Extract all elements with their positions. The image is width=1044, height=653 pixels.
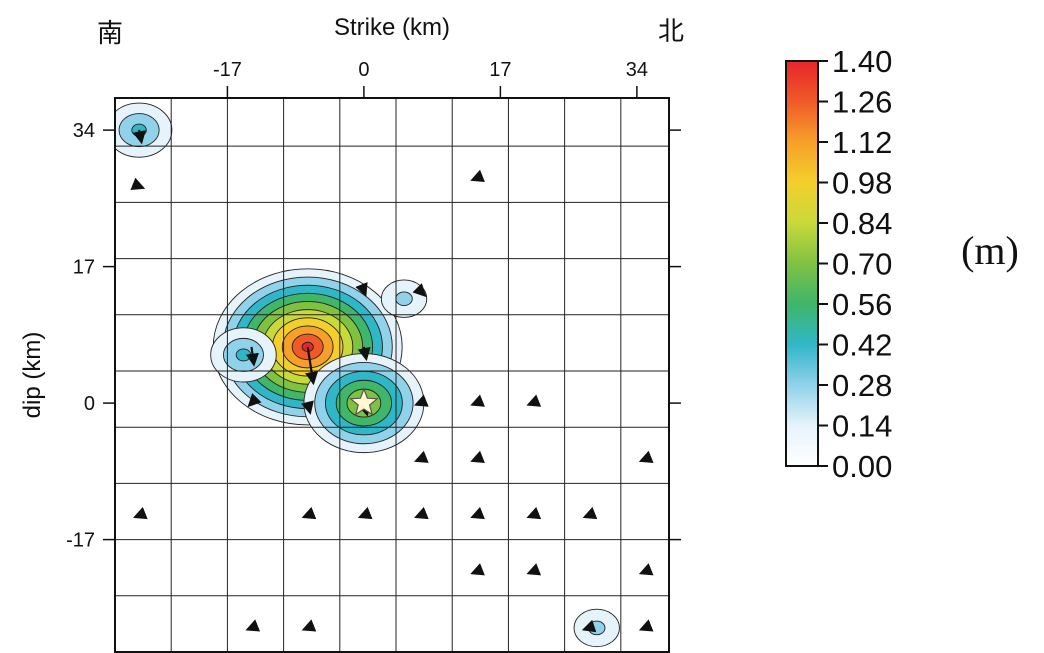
- slip-vector-arrow: [245, 619, 261, 632]
- colorbar-tick-label: 0.00: [832, 449, 892, 484]
- y-axis-ticks: 34 17 0 -17: [66, 120, 681, 552]
- slip-vector-arrow: [301, 400, 314, 415]
- x-axis-ticks: -17 0 17 34: [213, 59, 648, 98]
- x-tick-label: 0: [358, 59, 369, 81]
- colorbar-tick-label: 1.26: [832, 85, 892, 120]
- colorbar-tick-label: 0.42: [832, 328, 892, 363]
- x-axis-label: Strike (km): [334, 14, 450, 41]
- slip-vector-arrow: [414, 506, 429, 520]
- colorbar-unit-label: (m): [961, 228, 1019, 273]
- slip-vector-arrow: [414, 450, 429, 463]
- slip-vector-arrow: [301, 506, 317, 520]
- slip-vector-arrow: [130, 177, 146, 190]
- slip-vector-arrow: [581, 619, 597, 633]
- colorbar-tick-label: 0.98: [832, 166, 892, 201]
- slip-contour: [588, 620, 606, 636]
- colorbar-tick-label: 0.56: [832, 287, 892, 322]
- slip-vector-arrow: [132, 129, 146, 145]
- slip-vector-arrow: [247, 393, 262, 408]
- colorbar-tick-label: 0.14: [832, 409, 892, 444]
- slip-patch: [380, 279, 428, 318]
- slip-contour: [395, 291, 413, 306]
- slip-vector-arrow: [470, 394, 485, 407]
- y-tick-label: 0: [84, 393, 95, 415]
- slip-vector-arrow: [526, 506, 542, 520]
- slip-vector-arrow: [414, 394, 429, 407]
- slip-vector-arrow: [412, 283, 427, 298]
- slip-vector-arrow: [470, 506, 485, 520]
- slip-vector-arrow: [357, 506, 373, 520]
- hypocenter-star: [349, 387, 379, 416]
- slip-vector-arrow: [638, 619, 654, 632]
- colorbar: 1.40 1.26 1.12 0.98 0.84 0.70 0.56 0.42 0.28 0.14…: [785, 44, 1019, 484]
- south-corner-label: 南: [97, 18, 123, 48]
- slip-patch: [210, 327, 277, 383]
- slip-vector-arrow: [245, 346, 259, 367]
- slip-vector-arrow: [133, 506, 148, 520]
- slip-vector-arrow: [357, 346, 371, 362]
- slip-vector-arrow: [470, 169, 485, 182]
- slip-vector-arrow: [526, 394, 542, 407]
- plot-grid: [115, 98, 669, 652]
- colorbar-tick-label: 1.12: [832, 125, 892, 160]
- y-tick-label: 17: [73, 257, 95, 279]
- colorbar-tick-label: 0.28: [832, 368, 892, 403]
- x-tick-label: -17: [213, 59, 242, 81]
- slip-vector-arrow: [301, 619, 317, 632]
- slip-contour: [235, 348, 252, 362]
- colorbar-ticks: 1.40 1.26 1.12 0.98 0.84 0.70 0.56 0.42 0.28 0.14…: [818, 44, 892, 484]
- north-corner-label: 北: [658, 16, 684, 46]
- hypocenter-star-icon: [349, 387, 379, 416]
- plot-frame: [114, 97, 670, 653]
- x-tick-label: 17: [489, 59, 511, 81]
- x-tick-label: 34: [626, 59, 648, 81]
- slip-patch: [573, 608, 620, 648]
- slip-vector-arrow: [582, 506, 598, 520]
- slip-vector-arrow: [470, 450, 485, 463]
- colorbar-tick-label: 1.40: [832, 44, 892, 79]
- slip-vector-arrow: [638, 563, 654, 576]
- slip-vector-arrow: [305, 346, 319, 386]
- slip-vector-arrow: [526, 563, 542, 576]
- colorbar-tick-label: 0.84: [832, 206, 892, 241]
- y-tick-label: 34: [73, 120, 95, 142]
- slip-vector-arrow: [470, 563, 485, 576]
- y-axis-label: dip (km): [19, 332, 46, 419]
- slip-vector-arrow: [355, 282, 368, 297]
- slip-vector-arrow: [638, 450, 654, 463]
- colorbar-scale: [785, 60, 819, 467]
- slip-map-plot: -17 0 17 34 34 17 0 -17: [66, 59, 681, 653]
- colorbar-tick-label: 0.70: [832, 247, 892, 282]
- y-tick-label: -17: [66, 530, 95, 552]
